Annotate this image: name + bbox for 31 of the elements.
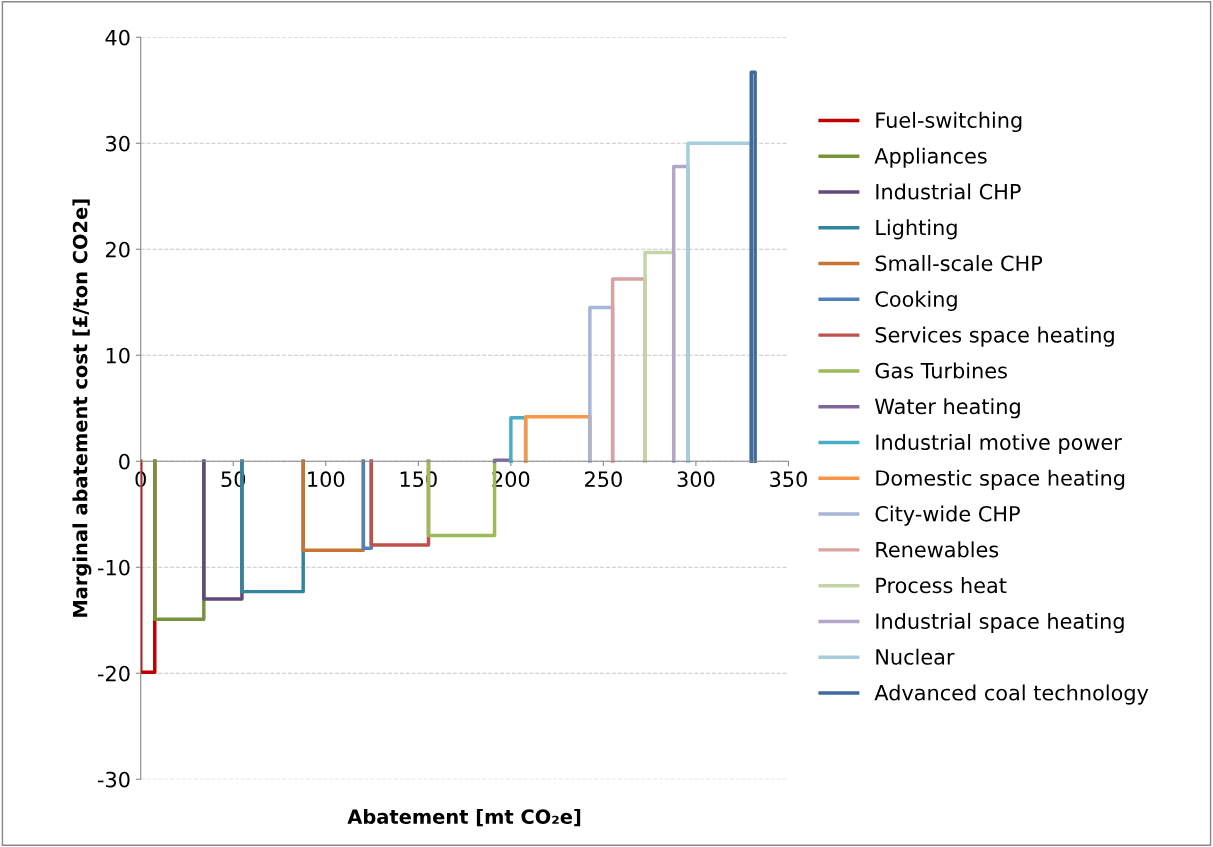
legend-label: Fuel-switching (876, 111, 1022, 133)
y-tick-label: 30 (106, 135, 130, 152)
legend-label: Industrial CHP (876, 183, 1021, 200)
legend-label: Industrial space heating (876, 612, 1124, 634)
legend-label: Process heat (876, 577, 1007, 594)
y-axis-title: Marginal abatement cost [£/ton CO2e] (72, 199, 92, 617)
x-axis-title: Abatement [mt CO₂e] (347, 808, 581, 827)
legend-label: Water heating (875, 398, 1020, 419)
legend-label: Renewables (876, 541, 999, 558)
legend-label: Industrial motive power (876, 433, 1122, 455)
y-tick-label: 0 (119, 453, 130, 470)
y-tick-label: -30 (97, 771, 130, 788)
y-tick-label: 20 (106, 241, 130, 258)
y-tick-label: -10 (97, 559, 130, 576)
x-tick-label: 300 (677, 471, 715, 488)
legend-label: Domestic space heating (876, 469, 1125, 490)
legend-label: Nuclear (876, 648, 955, 665)
x-tick-label: 100 (308, 471, 345, 488)
x-tick-label: 350 (770, 471, 807, 488)
legend-label: Appliances (874, 147, 987, 168)
y-tick-label: -20 (97, 665, 130, 682)
legend-label: Cooking (875, 290, 957, 311)
legend-label: Advanced coal technology (874, 684, 1149, 705)
legend-label: Gas Turbines (875, 362, 1007, 379)
legend-label: Lighting (876, 219, 957, 240)
y-tick-label: 40 (105, 29, 130, 46)
legend-label: Small-scale CHP (875, 255, 1043, 272)
legend-label: City-wide CHP (875, 505, 1020, 526)
x-tick-label: 250 (585, 471, 622, 488)
legend-label: Services space heating (875, 326, 1114, 347)
y-tick-label: 10 (106, 347, 130, 364)
